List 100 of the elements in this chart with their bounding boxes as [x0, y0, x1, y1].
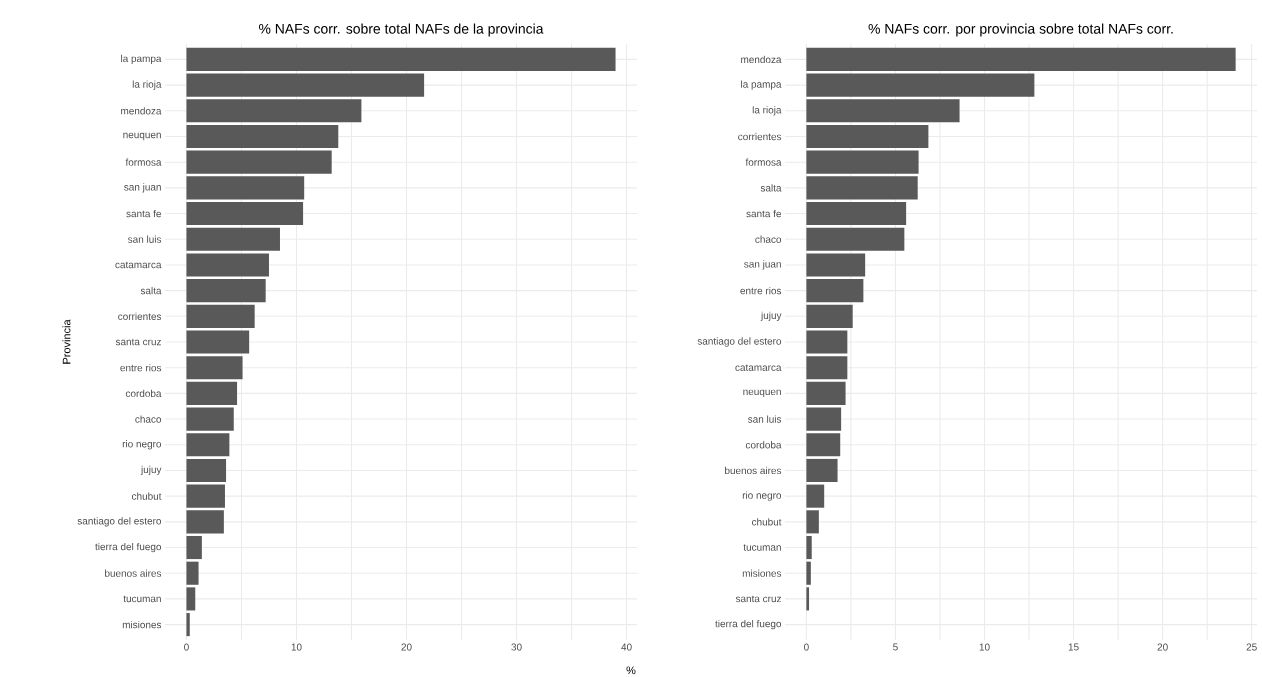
y-tick-label: jujuy	[140, 465, 162, 476]
y-tick-label: rio negro	[122, 440, 162, 450]
bar	[186, 279, 266, 303]
bar	[806, 279, 864, 303]
y-tick-label: santa fe	[126, 209, 162, 218]
y-tick-label: tierra del fuego	[715, 619, 782, 630]
bar	[806, 176, 918, 200]
y-tick-label: chaco	[755, 235, 782, 243]
y-tick-label: san juan	[124, 183, 161, 193]
y-tick-label: misiones	[122, 620, 162, 629]
x-tick-label: 20	[1157, 643, 1168, 651]
y-tick-label: san luis	[127, 235, 162, 243]
bar	[806, 47, 1236, 71]
y-tick-label: santa fe	[746, 209, 782, 218]
y-tick-label: santiago del estero	[697, 337, 782, 347]
bar	[806, 150, 919, 174]
bar	[806, 535, 812, 560]
y-tick-label: cordoba	[125, 389, 162, 398]
bar	[186, 124, 339, 149]
y-tick-label: santa cruz	[115, 338, 161, 346]
bar	[186, 587, 196, 611]
bar	[186, 304, 255, 328]
y-tick-label: neuquen	[123, 132, 161, 141]
y-tick-label: formosa	[745, 158, 782, 166]
y-tick-label: tucuman	[123, 595, 161, 603]
y-tick-label: tucuman	[743, 544, 781, 551]
bar	[186, 201, 304, 226]
y-tick-label: entre rios	[120, 364, 162, 372]
y-tick-label: san luis	[747, 415, 782, 423]
y-tick-label: salta	[140, 286, 162, 295]
bar	[186, 253, 269, 277]
y-tick-label: catamarca	[115, 261, 162, 269]
bar	[806, 381, 846, 405]
chart-title: % NAFs corr. por provincia sobre total NAFs corr.	[868, 23, 1173, 37]
y-tick-label: buenos aires	[725, 466, 782, 475]
y-tick-label: neuquen	[743, 389, 781, 398]
bar	[806, 458, 838, 483]
bar	[186, 356, 243, 380]
y-tick-label: chubut	[752, 518, 782, 526]
y-tick-label: la pampa	[121, 54, 162, 65]
x-tick-label: 10	[979, 643, 990, 651]
y-tick-label: cordoba	[745, 441, 782, 449]
bar	[186, 227, 280, 251]
bar	[806, 330, 848, 354]
y-tick-label: tierra del fuego	[95, 542, 162, 553]
y-axis-title: Provincia	[62, 319, 71, 364]
x-tick-label: 15	[1068, 643, 1079, 651]
y-tick-label: salta	[760, 184, 782, 192]
bar	[806, 124, 929, 149]
y-tick-label: santiago del estero	[77, 517, 162, 527]
bar	[806, 201, 907, 226]
bar	[186, 458, 227, 483]
bar	[806, 484, 825, 508]
bar	[186, 535, 202, 560]
y-tick-label: chubut	[131, 492, 162, 500]
y-tick-label: corrientes	[738, 132, 782, 141]
bar	[186, 73, 425, 97]
bar	[186, 510, 224, 534]
bar	[186, 330, 250, 354]
bar	[186, 47, 616, 71]
bar	[186, 176, 305, 200]
y-tick-label: misiones	[742, 569, 782, 577]
bar	[806, 433, 841, 457]
x-axis-title: %	[626, 666, 636, 675]
bar	[186, 150, 332, 174]
bar	[186, 381, 238, 405]
y-tick-label: entre rios	[740, 286, 782, 295]
bar	[186, 484, 225, 508]
x-tick-label: 0	[184, 643, 189, 651]
bar	[186, 407, 234, 431]
x-tick-label: 5	[893, 643, 898, 651]
x-tick-label: 10	[291, 643, 302, 651]
y-tick-label: catamarca	[735, 364, 782, 371]
y-tick-label: rio negro	[742, 491, 782, 501]
y-tick-label: la rioja	[132, 80, 162, 90]
y-tick-label: corrientes	[118, 312, 162, 320]
y-tick-label: santa cruz	[735, 595, 781, 603]
bar	[806, 304, 853, 328]
bar	[806, 253, 866, 277]
x-tick-label: 30	[511, 643, 522, 651]
bar	[806, 227, 905, 251]
x-tick-label: 0	[804, 643, 809, 651]
bar	[186, 433, 230, 457]
y-tick-label: la rioja	[752, 106, 782, 116]
bar	[806, 587, 810, 611]
bar	[806, 407, 842, 431]
bar	[806, 510, 819, 534]
bar	[186, 613, 190, 637]
x-tick-label: 40	[621, 643, 632, 651]
chart-title: % NAFs corr. sobre total NAFs de la provincia	[259, 23, 544, 37]
bar	[806, 561, 811, 585]
y-tick-label: san juan	[744, 260, 781, 270]
y-tick-label: mendoza	[741, 55, 782, 64]
bar	[806, 73, 1035, 97]
y-tick-label: jujuy	[760, 311, 782, 321]
x-tick-label: 25	[1246, 643, 1257, 651]
bar	[806, 356, 848, 380]
bar	[186, 99, 362, 123]
x-tick-label: 20	[401, 643, 412, 651]
bar	[806, 99, 960, 123]
